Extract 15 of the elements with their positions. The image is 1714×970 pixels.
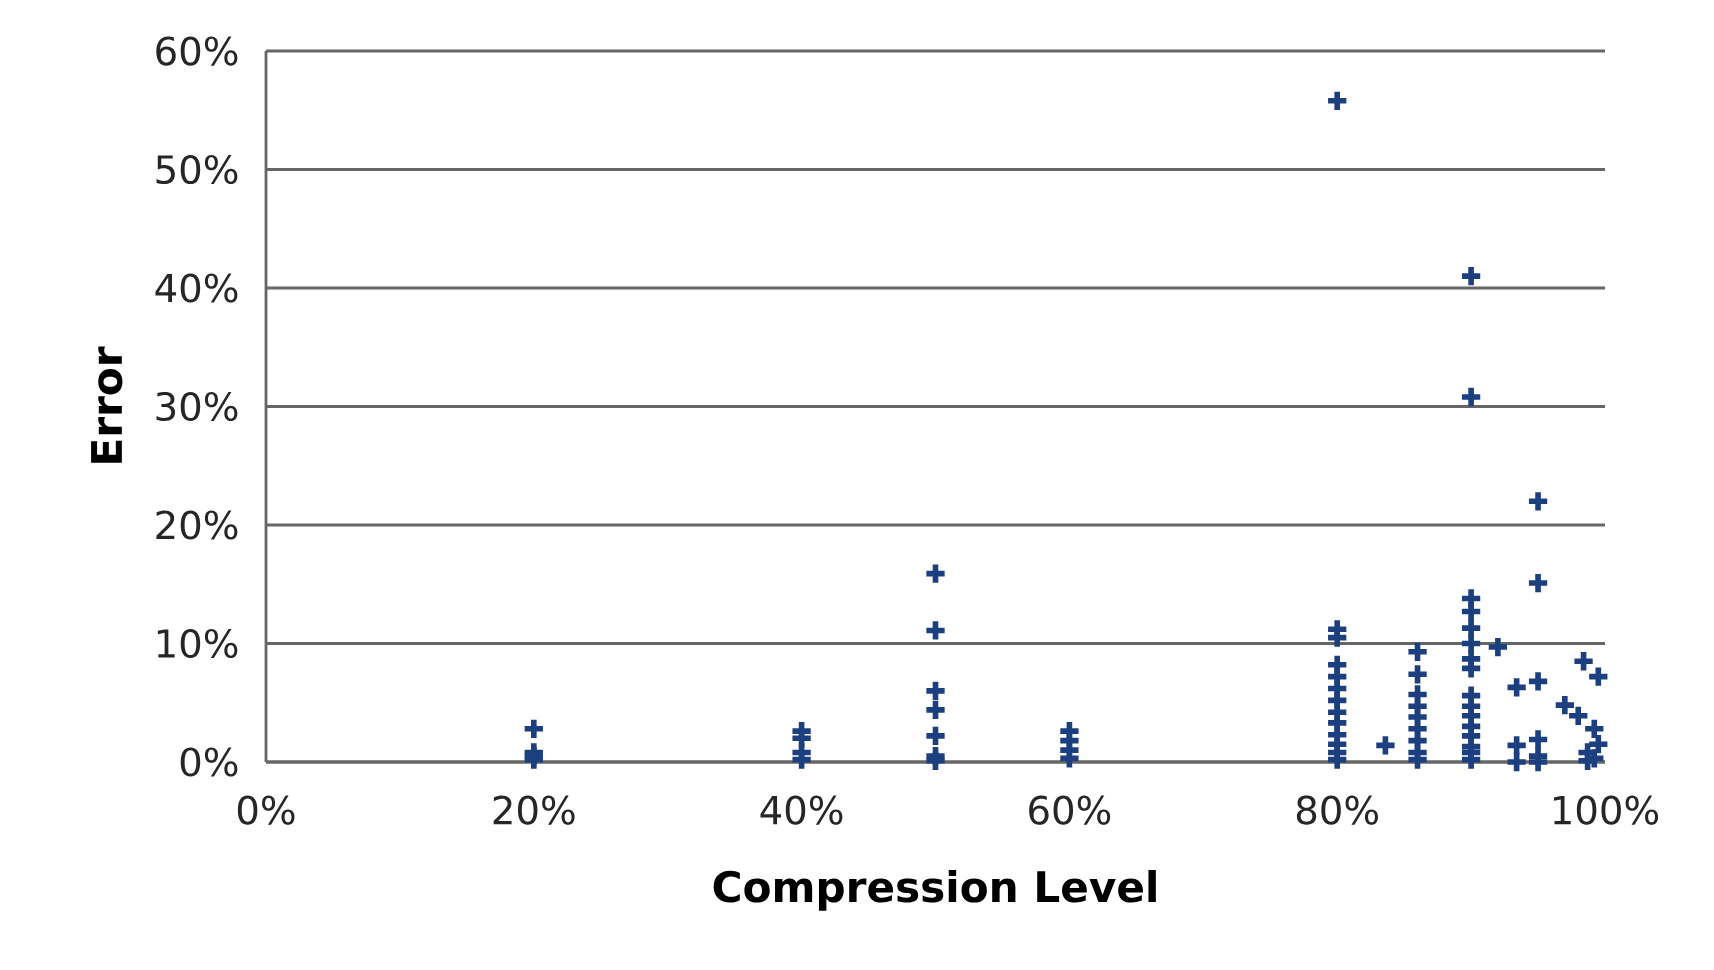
x-tick-label: 100% [1553, 795, 1659, 825]
y-tick-label: 50% [156, 154, 238, 185]
x-tick-label: 80% [1296, 795, 1378, 825]
y-axis-title: Error [91, 346, 123, 463]
x-tick-label: 20% [493, 795, 575, 825]
y-tick-label: 20% [156, 510, 238, 540]
y-tick-label: 10% [157, 628, 238, 659]
x-tick-label: 40% [760, 795, 843, 825]
y-tick-label: 60% [156, 36, 238, 66]
x-axis-title: Compression Level [713, 869, 1156, 911]
y-tick-label: 40% [155, 273, 238, 303]
x-tick-label: 0% [237, 795, 295, 825]
y-tick-label: 0% [180, 747, 238, 777]
y-tick-label: 30% [156, 391, 238, 422]
x-tick-label: 60% [1029, 795, 1111, 825]
